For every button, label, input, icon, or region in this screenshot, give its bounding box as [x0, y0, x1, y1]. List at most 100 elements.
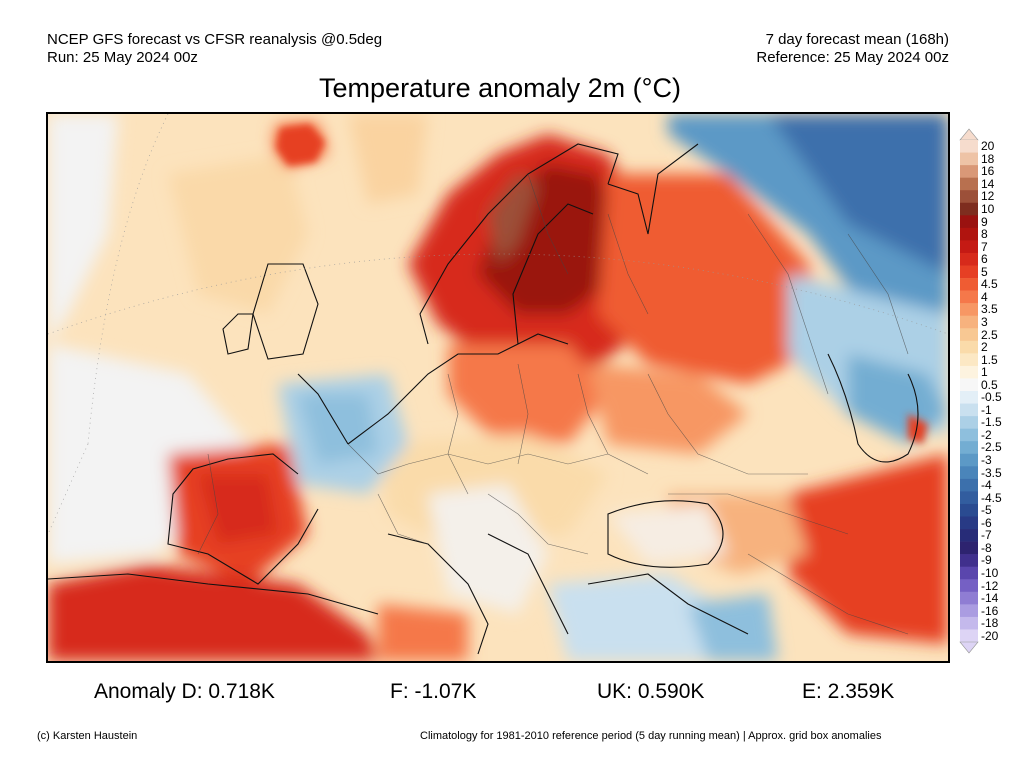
colorbar-swatch	[960, 503, 978, 517]
colorbar-swatch	[960, 303, 978, 316]
colorbar-swatch	[960, 478, 978, 492]
header-right: 7 day forecast mean (168h) Reference: 25…	[756, 31, 949, 67]
anomaly-map	[46, 112, 950, 663]
colorbar-swatch	[960, 215, 978, 229]
climatology-note: Climatology for 1981-2010 reference peri…	[420, 730, 882, 742]
colorbar-swatch	[960, 529, 978, 542]
colorbar-tick-label: 4.5	[981, 277, 998, 292]
colorbar-tick-label: 12	[981, 189, 995, 204]
colorbar-tick-label: -8	[981, 540, 992, 555]
colorbar-tick-label: -4	[981, 478, 992, 493]
copyright: (c) Karsten Haustein	[37, 730, 138, 742]
colorbar-swatch	[960, 566, 978, 580]
colorbar-swatch	[960, 353, 978, 367]
colorbar-swatch	[960, 541, 978, 555]
colorbar-swatch	[960, 616, 978, 630]
colorbar-tick-label: 4	[981, 289, 988, 304]
colorbar-tick-label: 20	[981, 139, 995, 154]
model-run-description: NCEP GFS forecast vs CFSR reanalysis @0.…	[47, 31, 383, 48]
run-date: Run: 25 May 2024 00z	[47, 49, 198, 66]
colorbar-tick-label: 18	[981, 151, 995, 166]
anomaly-f-stat: F: -1.07K	[390, 680, 477, 703]
colorbar-swatch	[960, 140, 978, 153]
colorbar-tick-label: -4.5	[981, 490, 1002, 505]
colorbar-swatch	[960, 403, 978, 417]
colorbar-tick-label: -6	[981, 515, 992, 530]
colorbar-tick-label: -18	[981, 616, 999, 631]
colorbar-tick-label: -2	[981, 427, 992, 442]
colorbar-tick-label: 3	[981, 314, 988, 329]
colorbar-tick-label: 3.5	[981, 302, 998, 317]
colorbar-tick-label: -3	[981, 453, 992, 468]
colorbar-swatch	[960, 202, 978, 216]
colorbar-tick-label: -20	[981, 628, 999, 643]
reference-date: Reference: 25 May 2024 00z	[756, 49, 949, 66]
colorbar-swatch	[960, 629, 978, 643]
colorbar-tick-label: 6	[981, 252, 988, 267]
colorbar-swatch	[960, 340, 978, 354]
colorbar-swatch	[960, 491, 978, 505]
colorbar-tick-label: -16	[981, 603, 999, 618]
colorbar-swatch	[960, 240, 978, 254]
colorbar-tick-label: -9	[981, 553, 992, 568]
colorbar-swatch	[960, 554, 978, 567]
colorbar-tick-label: -5	[981, 503, 992, 518]
colorbar-min-arrow	[959, 641, 979, 654]
colorbar-tick-label: 7	[981, 239, 988, 254]
colorbar-tick-label: 1	[981, 365, 988, 380]
colorbar-swatch	[960, 391, 978, 404]
colorbar-swatch	[960, 453, 978, 467]
colorbar-tick-label: -2.5	[981, 440, 1002, 455]
colorbar-tick-label: 1.5	[981, 352, 998, 367]
colorbar-tick-label: 9	[981, 214, 988, 229]
forecast-period: 7 day forecast mean (168h)	[765, 31, 949, 48]
colorbar-swatch	[960, 579, 978, 593]
colorbar-swatch	[960, 604, 978, 618]
colorbar-swatch	[960, 177, 978, 191]
coastlines	[48, 143, 919, 655]
colorbar-swatch	[960, 290, 978, 304]
colorbar-tick-label: 8	[981, 227, 988, 242]
colorbar-swatch	[960, 265, 978, 279]
colorbar-tick-label: -10	[981, 565, 999, 580]
colorbar-tick-label: -12	[981, 578, 999, 593]
map-title: Temperature anomaly 2m (°C)	[319, 73, 681, 103]
colorbar-tick-label: 14	[981, 176, 995, 191]
colorbar-tick-label: 10	[981, 202, 995, 217]
anomaly-e-stat: E: 2.359K	[802, 680, 895, 703]
colorbar-tick-label: 16	[981, 164, 995, 179]
colorbar-tick-label: 2.5	[981, 327, 998, 342]
colorbar-swatch	[960, 466, 978, 480]
colorbar-swatch	[960, 152, 978, 166]
colorbar-tick-label: -1.5	[981, 415, 1002, 430]
colorbar-tick-label: -1	[981, 402, 992, 417]
colorbar-swatch	[960, 190, 978, 204]
colorbar-swatch	[960, 165, 978, 178]
colorbar-tick-label: -7	[981, 528, 992, 543]
colorbar-swatch	[960, 516, 978, 530]
colorbar-swatch	[960, 252, 978, 266]
colorbar-swatch	[960, 227, 978, 241]
colorbar-swatch	[960, 365, 978, 379]
colorbar	[959, 128, 979, 654]
colorbar-max-arrow	[959, 128, 979, 141]
colorbar-swatch	[960, 278, 978, 291]
anomaly-uk-stat: UK: 0.590K	[597, 680, 705, 703]
colorbar-tick-label: 5	[981, 264, 988, 279]
country-borders	[197, 173, 909, 635]
colorbar-tick-label: -14	[981, 591, 999, 606]
colorbar-swatch	[960, 378, 978, 392]
anomaly-domain-stat: Anomaly D: 0.718K	[94, 680, 275, 703]
colorbar-tick-label: -3.5	[981, 465, 1002, 480]
colorbar-swatch	[960, 416, 978, 429]
header-left: NCEP GFS forecast vs CFSR reanalysis @0.…	[47, 31, 382, 67]
colorbar-tick-label: 2	[981, 340, 988, 355]
colorbar-swatch	[960, 315, 978, 329]
anomaly-map-graphic	[48, 114, 948, 661]
colorbar-swatch	[960, 328, 978, 342]
colorbar-tick-label: 0.5	[981, 377, 998, 392]
colorbar-tick-label: -0.5	[981, 390, 1002, 405]
colorbar-swatch	[960, 591, 978, 605]
colorbar-swatch	[960, 428, 978, 442]
colorbar-swatch	[960, 441, 978, 455]
